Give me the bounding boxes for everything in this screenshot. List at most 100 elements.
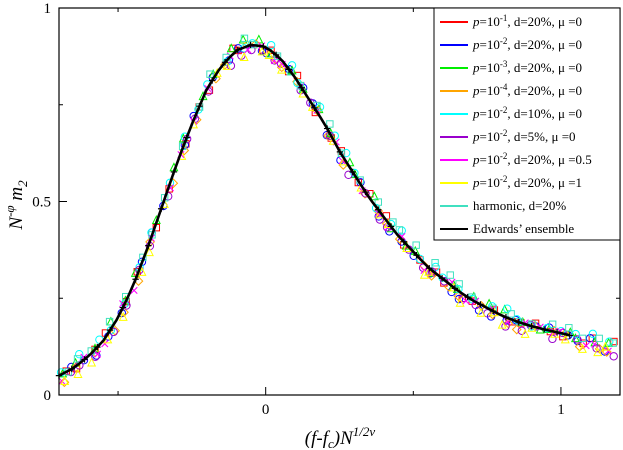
data-point [455,280,463,288]
data-point [503,304,512,313]
edwards-point [362,188,369,196]
edwards-point [489,307,497,315]
edwards-point [106,326,114,334]
edwards-point [119,304,127,311]
data-point [577,343,587,353]
data-point [560,334,570,344]
edwards-point [553,329,561,336]
data-point [371,203,381,213]
data-point [594,343,605,354]
edwards-point [323,125,331,132]
edwards-point [234,46,241,54]
legend-box [433,7,621,241]
data-point [497,319,507,329]
y-tick-label: 1 [44,1,52,17]
data-point [520,328,530,338]
data-point [91,352,100,361]
data-point [395,226,404,234]
edwards-point [209,77,216,84]
x-tick-label: 1 [557,402,565,418]
edwards-point [528,322,535,330]
data-point [240,34,249,43]
legend-label: p=10-2, d=10%, μ =0 [472,105,582,121]
data-point [609,339,617,347]
data-point [226,43,236,53]
edwards-point [260,43,267,50]
edwards-point [438,275,446,282]
legend-label: p=10-1, d=20%, μ =0 [472,13,582,29]
data-point [578,334,587,343]
edwards-point [502,314,510,321]
edwards-point [183,134,190,141]
data-point [604,347,612,355]
data-point [264,49,274,59]
edwards-point [285,66,293,73]
edwards-point [464,293,471,301]
edwards-point [170,168,178,176]
data-point [75,349,84,359]
data-point [277,64,287,74]
data-point [592,344,601,353]
data-point [326,120,334,128]
data-point [507,310,515,318]
data-point [206,70,214,78]
data-point [424,266,434,276]
edwards-point [94,343,101,351]
data-point [595,334,603,343]
edwards-series [55,41,574,379]
data-point [588,329,598,339]
data-point [144,247,154,257]
data-point [266,40,276,50]
data-point [571,329,580,339]
legend-label: p=10-2, d=20%, μ =0 [472,36,582,52]
data-point [610,337,618,346]
edwards-point [272,51,280,59]
y-tick-label: 0 [44,388,52,404]
edwards-point [68,365,75,373]
data-point [412,241,420,249]
data-point [70,362,81,373]
data-point [73,368,83,378]
data-point [137,266,147,276]
data-point [118,311,128,321]
data-point [585,334,595,343]
data-point [600,341,610,351]
data-point [93,350,102,358]
data-point [60,376,70,386]
legend-label: p=10-2, d=5%, μ =0 [472,128,576,144]
edwards-point [81,356,88,363]
data-point [87,357,97,367]
data-point [484,298,494,308]
data-point [548,320,557,328]
data-point [454,294,464,304]
data-point [212,67,222,77]
edwards-point [349,168,356,176]
edwards-point [515,318,522,326]
legend-label: p=10-4, d=20%, μ =0 [472,82,582,98]
data-point [374,198,382,206]
edwards-point [541,326,548,333]
data-point [609,352,618,361]
edwards-point [413,252,420,259]
data-point [286,68,295,76]
edwards-point [311,104,318,112]
data-point [239,52,249,62]
edwards-point [336,148,344,156]
data-point [503,318,514,329]
data-point [369,191,379,201]
edwards-point [157,205,165,212]
data-point [476,307,486,317]
data-point [593,347,603,357]
legend-label: Edwards’ ensemble [473,221,574,236]
edwards-point [400,238,407,246]
legend-label: harmonic, d=20% [473,198,566,213]
data-point [419,269,429,279]
data-point [296,81,305,90]
y-tick-label: 0.5 [32,195,51,211]
data-point [573,335,582,344]
edwards-point [477,301,484,308]
legend-label: p=10-2, d=20%, μ =1 [472,174,582,190]
edwards-point [298,84,305,91]
data-point [248,39,257,48]
